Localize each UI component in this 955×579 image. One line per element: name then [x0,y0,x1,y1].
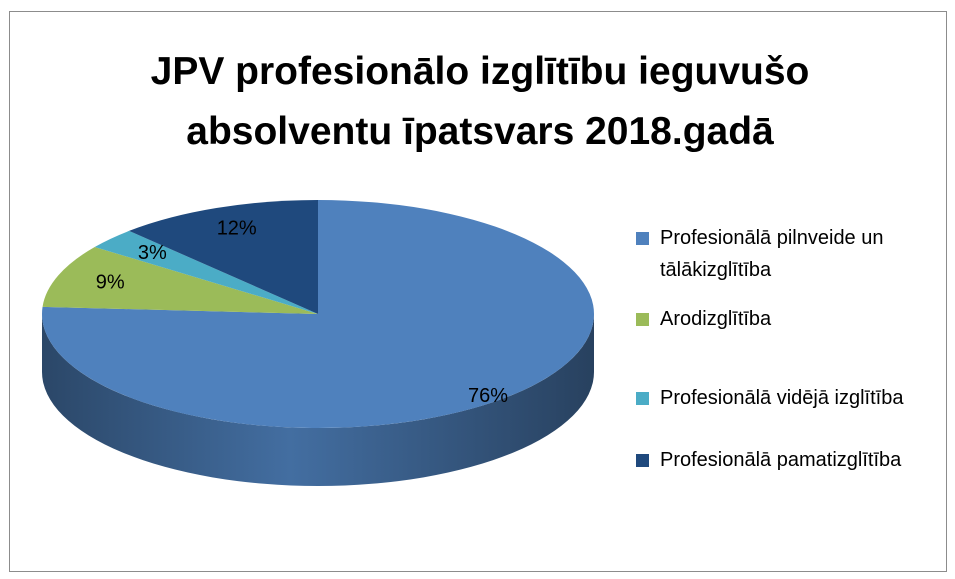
legend-label: Profesionālā pamatizglītība [660,449,902,471]
data-label: 76% [468,385,508,407]
legend-swatch [636,454,649,467]
pie-slice [94,230,319,314]
legend-item: Profesionālā pilnveide un tālākizglītība [636,222,936,286]
chart-title: JPV profesionālo izglītību ieguvušo abso… [150,50,810,153]
legend-item: Profesionālā pamatizglītība [636,444,936,476]
pie-side [42,314,594,486]
data-label: 3% [138,242,167,264]
data-label: 9% [96,271,125,293]
data-label: 12% [217,217,257,239]
chart-border [9,11,947,572]
legend-swatch [636,392,649,405]
legend-label: Profesionālā pilnveide un tālākizglītība [660,227,884,281]
legend-swatch [636,313,649,326]
legend-label: Arodizglītība [660,308,772,330]
legend-item: Profesionālā vidējā izglītība [636,382,936,414]
legend-label: Profesionālā vidējā izglītība [660,387,904,409]
pie-slice [129,200,318,314]
pie-slice [42,246,319,314]
legend-swatch [636,232,649,245]
legend-item: Arodizglītība [636,303,936,335]
